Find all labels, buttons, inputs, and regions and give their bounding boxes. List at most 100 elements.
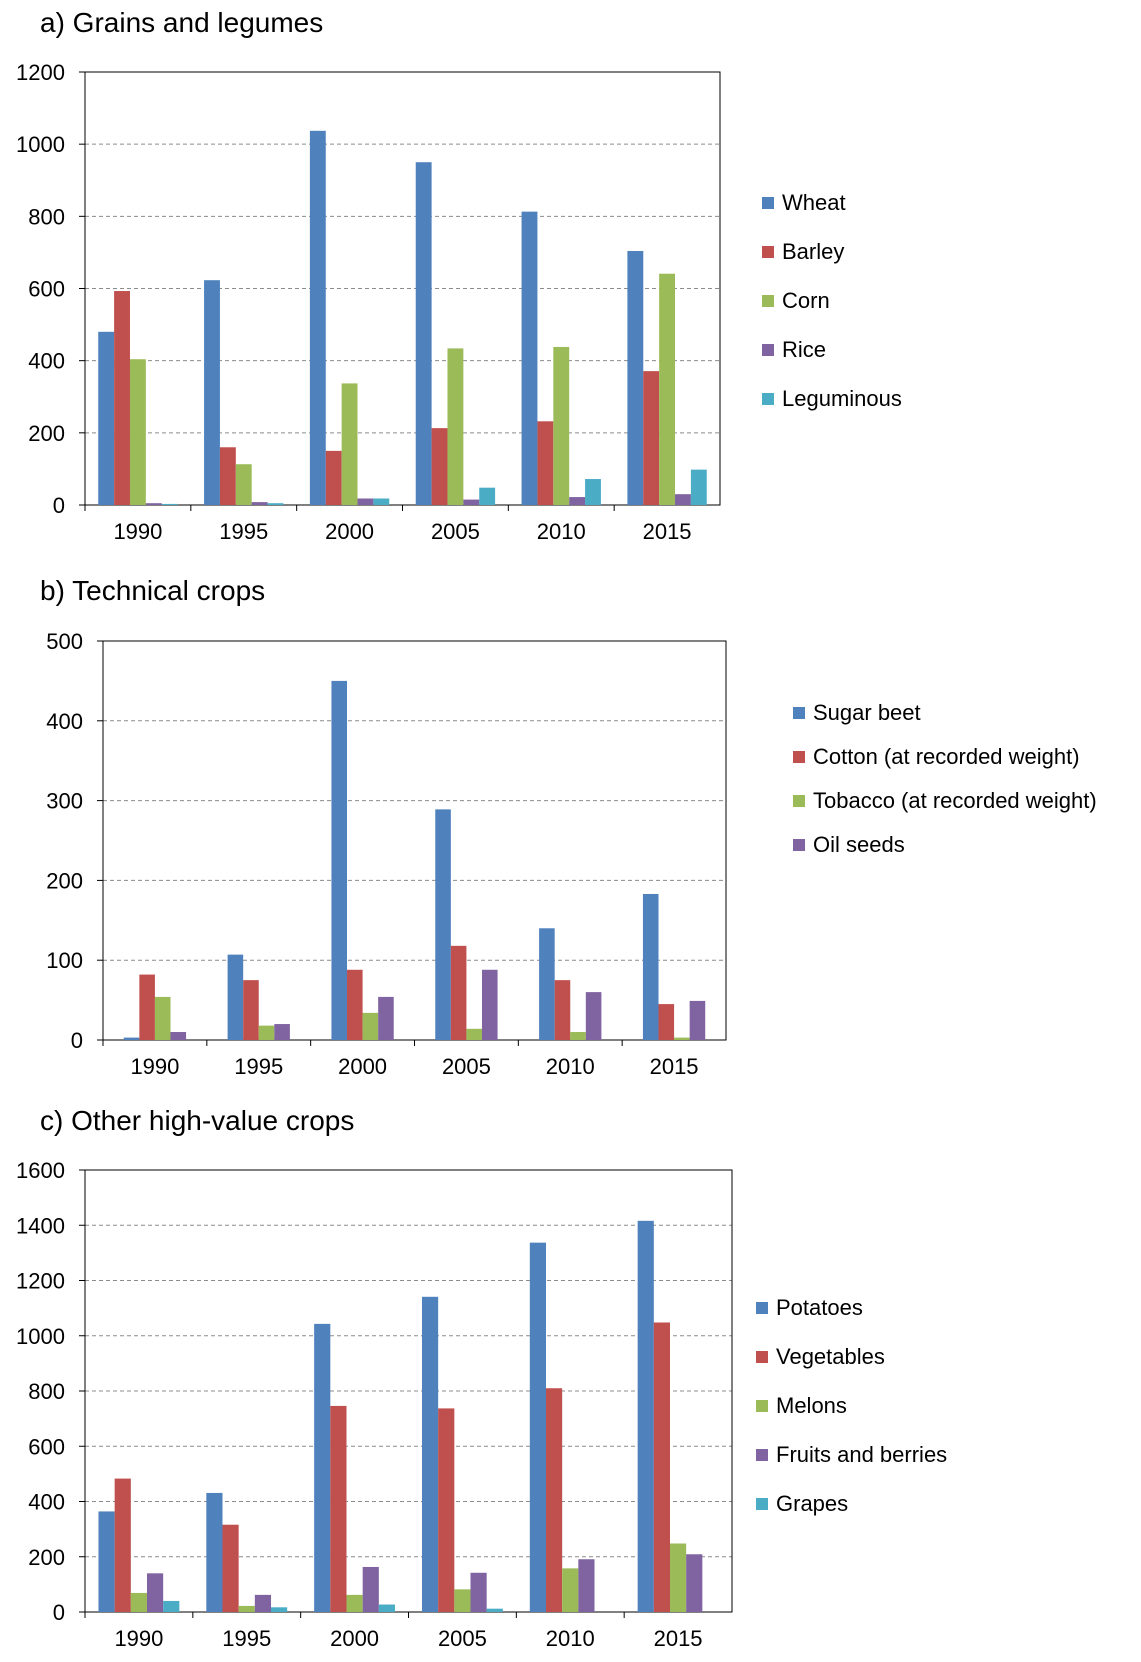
- legend-label: Melons: [776, 1393, 847, 1418]
- bar-barley-2005: [431, 428, 448, 505]
- y-tick-label: 0: [53, 1600, 65, 1625]
- y-tick-label: 1400: [16, 1213, 65, 1238]
- legend-swatch: [756, 1302, 768, 1314]
- legend-label: Corn: [782, 288, 830, 313]
- legend-label: Vegetables: [776, 1344, 885, 1369]
- y-tick-label: 1200: [16, 60, 65, 85]
- x-tick-label: 2010: [546, 1054, 595, 1079]
- bar-fruits-and-berries-2015: [686, 1554, 703, 1612]
- bar-sugar-beet-1990: [123, 1037, 140, 1040]
- legend-swatch: [793, 751, 805, 763]
- bar-fruits-and-berries-1995: [254, 1594, 272, 1612]
- legend-label: Cotton (at recorded weight): [813, 744, 1080, 769]
- bar-cotton-at-recorded-weight-1990: [139, 974, 155, 1040]
- y-tick-label: 200: [28, 1545, 65, 1570]
- x-tick-label: 2005: [431, 519, 480, 544]
- legend-swatch: [762, 344, 774, 356]
- bar-grapes-1990: [163, 1600, 180, 1612]
- bar-corn-1990: [129, 359, 146, 505]
- bar-tobacco-at-recorded-weight-2015: [674, 1037, 690, 1040]
- bar-rice-2015: [675, 494, 691, 505]
- x-tick-label: 2000: [325, 519, 374, 544]
- bar-potatoes-1995: [206, 1492, 223, 1612]
- y-tick-label: 600: [28, 1434, 65, 1459]
- bar-corn-2015: [659, 273, 676, 505]
- bar-leguminous-1995: [267, 503, 284, 505]
- bar-sugar-beet-2005: [435, 809, 451, 1040]
- x-tick-label: 1990: [114, 1626, 163, 1651]
- bar-wheat-2010: [521, 211, 538, 505]
- bar-sugar-beet-2010: [539, 928, 555, 1040]
- bar-tobacco-at-recorded-weight-1990: [154, 996, 171, 1040]
- bar-leguminous-2005: [479, 487, 496, 505]
- bar-rice-2000: [357, 498, 374, 505]
- legend-swatch: [793, 839, 805, 851]
- legend-swatch: [756, 1351, 768, 1363]
- legend-label: Leguminous: [782, 386, 902, 411]
- bar-fruits-and-berries-2005: [470, 1572, 487, 1612]
- bar-grapes-1995: [271, 1607, 288, 1612]
- bar-vegetables-2015: [653, 1322, 670, 1612]
- bar-barley-1990: [114, 291, 130, 505]
- legend-swatch: [756, 1449, 768, 1461]
- y-tick-label: 400: [28, 349, 65, 374]
- y-tick-label: 500: [46, 629, 83, 654]
- x-tick-label: 2015: [650, 1054, 699, 1079]
- bar-potatoes-2005: [421, 1296, 439, 1612]
- legend-label: Barley: [782, 239, 844, 264]
- bar-corn-2000: [341, 383, 358, 505]
- y-tick-label: 1000: [16, 1324, 65, 1349]
- bar-corn-1995: [235, 464, 252, 505]
- bar-tobacco-at-recorded-weight-2010: [570, 1032, 586, 1040]
- chart-title: c) Other high-value crops: [40, 1105, 354, 1136]
- bar-grapes-2005: [486, 1608, 503, 1612]
- x-tick-label: 2005: [438, 1626, 487, 1651]
- bar-potatoes-1990: [98, 1511, 115, 1612]
- bar-grapes-2000: [378, 1604, 396, 1612]
- x-tick-label: 2015: [643, 519, 692, 544]
- x-tick-label: 1995: [219, 519, 268, 544]
- bar-wheat-2005: [415, 162, 432, 506]
- bar-sugar-beet-1995: [227, 954, 244, 1040]
- bar-cotton-at-recorded-weight-2015: [658, 1004, 675, 1040]
- bar-wheat-2000: [309, 130, 326, 505]
- chart-panel-0: a) Grains and legumes 0 200 400 600 800 1000 12…: [16, 7, 902, 544]
- bar-potatoes-2000: [314, 1323, 331, 1612]
- bar-melons-2015: [669, 1543, 687, 1612]
- bar-barley-2015: [643, 371, 660, 505]
- bar-melons-1995: [238, 1605, 255, 1612]
- bar-vegetables-1995: [222, 1524, 239, 1612]
- x-tick-label: 1995: [234, 1054, 283, 1079]
- bar-cotton-at-recorded-weight-1995: [243, 980, 259, 1040]
- x-tick-label: 1990: [113, 519, 162, 544]
- y-tick-label: 100: [46, 948, 83, 973]
- chart-panel-2: c) Other high-value crops 0 200 400 600 800 10…: [16, 1105, 947, 1651]
- y-tick-label: 1600: [16, 1158, 65, 1183]
- x-tick-label: 2000: [330, 1626, 379, 1651]
- y-tick-label: 400: [28, 1490, 65, 1515]
- bar-tobacco-at-recorded-weight-1995: [258, 1025, 275, 1040]
- bar-wheat-1995: [204, 280, 220, 505]
- bar-sugar-beet-2015: [642, 893, 659, 1040]
- y-tick-label: 800: [28, 204, 65, 229]
- legend-label: Grapes: [776, 1491, 848, 1516]
- chart-title: a) Grains and legumes: [40, 7, 323, 38]
- bar-vegetables-2005: [438, 1408, 455, 1612]
- bar-fruits-and-berries-1990: [147, 1573, 164, 1612]
- x-tick-label: 2010: [537, 519, 586, 544]
- bar-potatoes-2015: [637, 1220, 654, 1612]
- bar-rice-1990: [145, 503, 162, 505]
- legend-swatch: [756, 1400, 768, 1412]
- legend-label: Sugar beet: [813, 700, 921, 725]
- x-tick-label: 2010: [546, 1626, 595, 1651]
- bar-melons-1990: [130, 1592, 148, 1612]
- bar-rice-2010: [569, 497, 586, 505]
- x-tick-label: 1995: [222, 1626, 271, 1651]
- bar-corn-2010: [553, 346, 570, 505]
- bar-leguminous-2000: [373, 498, 390, 505]
- bar-oil-seeds-2005: [481, 969, 498, 1040]
- bar-sugar-beet-2000: [331, 680, 348, 1040]
- chart-panel-1: b) Technical crops 0 100 200 300 400 500 1990 19…: [40, 575, 1097, 1079]
- y-tick-label: 800: [28, 1379, 65, 1404]
